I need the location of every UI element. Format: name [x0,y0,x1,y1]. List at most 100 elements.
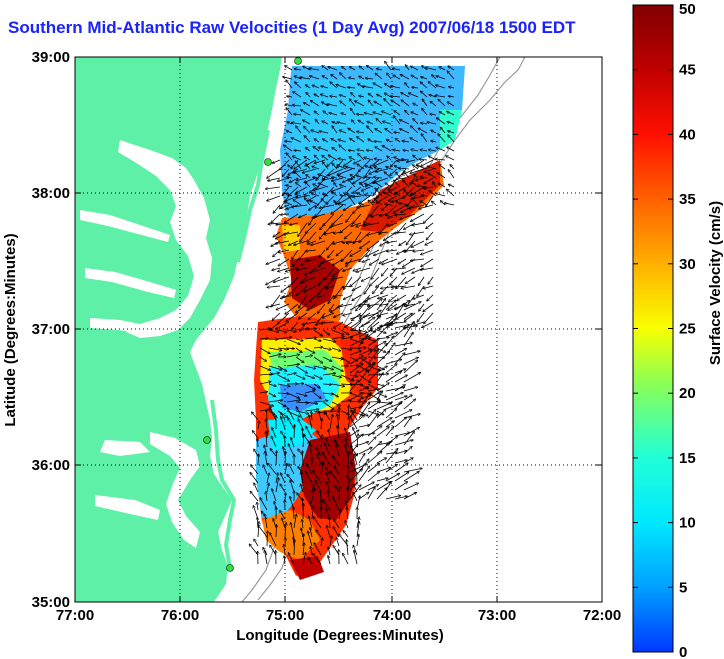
velocity-arrow [362,86,374,89]
velocity-arrow [331,401,340,406]
velocity-arrow [366,66,374,71]
velocity-arrow [413,250,425,252]
velocity-arrow [317,454,322,466]
velocity-arrow [351,93,356,98]
velocity-arrow [343,553,349,565]
velocity-arrow [403,417,411,428]
velocity-arrow [258,421,259,430]
velocity-arrow [405,276,416,284]
y-axis-label: Latitude (Degrees:Minutes) [2,233,19,426]
velocity-arrow [259,365,271,370]
velocity-arrow [305,222,317,233]
velocity-arrow [431,141,437,142]
velocity-arrow [367,426,382,437]
velocity-arrow [413,165,419,170]
velocity-arrow [340,384,353,385]
velocity-arrow [295,374,305,379]
velocity-arrow [348,179,356,188]
velocity-arrow [423,213,434,223]
velocity-arrow [277,393,289,394]
velocity-arrow [312,85,320,89]
velocity-arrow [278,267,290,272]
velocity-arrow [394,232,407,233]
velocity-arrow [353,177,362,184]
velocity-arrow [413,119,419,125]
velocity-arrow [288,553,295,565]
velocity-arrow [420,150,428,151]
velocity-arrow [302,451,303,466]
velocity-arrow [321,86,329,89]
velocity-arrow [412,222,425,225]
velocity-arrow [333,240,344,244]
velocity-arrow [428,276,434,284]
velocity-arrow [376,324,390,338]
velocity-arrow [373,177,389,183]
velocity-arrow [371,213,380,217]
velocity-arrow [349,67,356,71]
y-tick-labels: 39:00 38:00 37:00 36:00 35:00 [32,49,70,611]
velocity-arrow [403,483,418,491]
velocity-arrow [321,258,335,263]
velocity-arrow [403,332,413,347]
velocity-arrow [338,176,347,179]
velocity-arrow [385,496,401,500]
velocity-arrow [276,451,277,466]
velocity-arrow [309,76,320,80]
velocity-arrow [301,472,304,484]
velocity-arrow [349,330,361,331]
velocity-arrow [327,104,338,107]
velocity-arrow [367,316,381,329]
velocity-arrow [385,427,394,437]
velocity-arrow [304,177,317,183]
velocity-arrow [394,472,409,482]
velocity-arrow [367,325,382,338]
velocity-region-south-teal [268,418,316,450]
velocity-arrow [282,168,290,176]
velocity-arrow [349,196,356,206]
velocity-arrow [435,95,446,97]
velocity-arrow [294,425,295,439]
velocity-arrow [280,204,290,208]
velocity-arrow [388,195,398,201]
velocity-arrow [403,492,417,500]
velocity-arrow [372,195,380,203]
velocity-arrow [401,285,416,288]
velocity-arrow [311,130,320,134]
x-tick-labels: 77:00 76:00 75:00 74:00 73:00 72:00 [56,607,621,624]
velocity-arrow [252,431,259,439]
velocity-arrow [333,497,340,511]
velocity-arrow [393,75,401,80]
velocity-arrow [338,510,341,520]
velocity-arrow [423,303,434,312]
velocity-arrow [374,249,389,255]
velocity-arrow [410,177,416,185]
velocity-arrow [447,189,455,197]
velocity-arrow [336,85,347,89]
velocity-arrow [287,408,295,421]
velocity-arrow [374,159,389,166]
velocity-arrow [304,383,315,390]
colorbar-tick-label: 10 [679,515,696,532]
y-tick-label: 37:00 [32,321,70,338]
velocity-arrow [289,464,295,475]
velocity-arrow [313,338,321,341]
velocity-arrow [405,65,410,71]
velocity-arrow [436,118,446,125]
velocity-arrow [359,96,365,97]
velocity-arrow [309,516,313,529]
velocity-arrow [373,83,383,89]
velocity-arrow [382,267,389,276]
velocity-arrow [301,110,311,116]
axis-ticks [75,57,602,602]
velocity-arrow [393,116,401,125]
velocity-arrow [417,312,425,322]
velocity-arrow [394,460,407,464]
velocity-arrow [439,164,446,170]
velocity-arrow [384,192,392,197]
velocity-arrow [382,145,392,152]
velocity-arrow [410,186,425,196]
velocity-arrow [385,449,398,464]
velocity-arrow [325,438,331,448]
velocity-arrow [325,468,331,475]
velocity-arrow [313,517,322,529]
